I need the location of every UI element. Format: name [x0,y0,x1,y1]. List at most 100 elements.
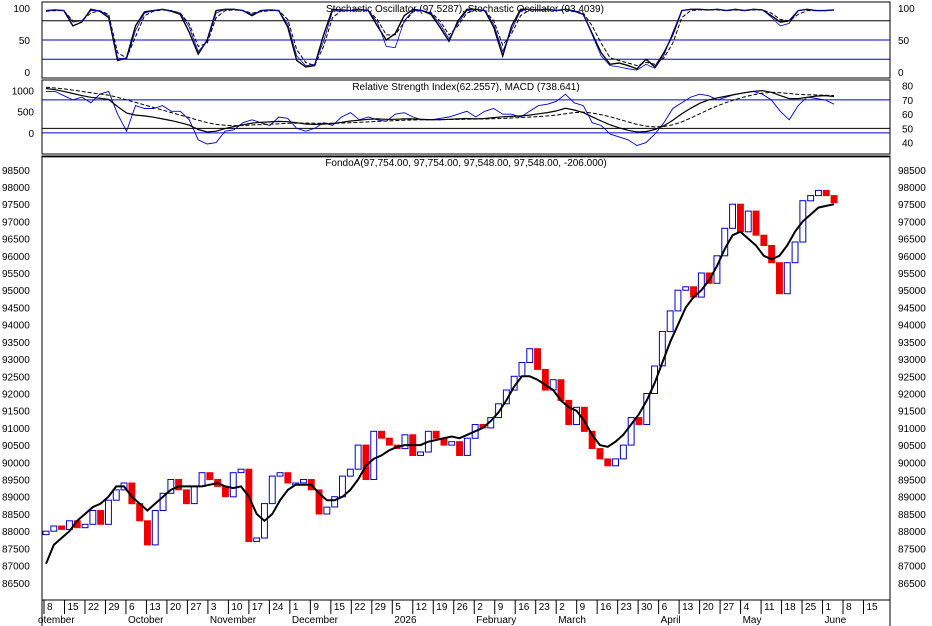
price-right-tick: 86500 [898,579,926,590]
price-bar-up [112,489,120,501]
month-label: November [210,615,257,626]
price-bar-down [97,510,105,525]
price-left-tick: 86500 [2,579,30,590]
price-bar-up [697,272,705,298]
rsi-macd-frame [41,79,891,155]
price-bar-down [245,468,253,543]
price-right-tick: 87500 [898,544,926,555]
price-bar-up [323,506,331,515]
price-right-tick: 97500 [898,200,926,211]
price-bar-down [284,472,292,484]
date-tick-label: 29 [108,602,120,613]
rsi-right-tick: 40 [902,139,914,150]
price-right-tick: 88500 [898,510,926,521]
price-bar-up [807,195,815,202]
price-right-tick: 98000 [898,183,926,194]
month-label: December [292,615,339,626]
price-right-tick: 89000 [898,493,926,504]
macd-signal-line [45,86,835,128]
stochastic-left-tick: 50 [19,36,31,47]
date-tick-label: 22 [88,602,100,613]
stochastic-series-line [45,8,835,71]
stochastic-panel: Stochastic Oscillator (97.5287), Stochas… [13,1,915,79]
month-label: October [128,615,164,626]
date-tick-label: 22 [354,602,366,613]
price-right-tick: 94000 [898,321,926,332]
date-tick-label: 4 [744,602,750,613]
price-left-tick: 90000 [2,458,30,469]
price-bar-up [666,310,674,333]
price-left-tick: 96000 [2,252,30,263]
date-tick-label: 6 [129,602,135,613]
price-left-tick: 88500 [2,510,30,521]
date-tick-label: 2 [477,602,483,613]
price-bar-up [253,537,261,542]
price-bar-up [619,444,627,460]
price-left-tick: 93500 [2,338,30,349]
price-bar-up [268,475,276,505]
price-bar-up [151,510,159,546]
price-left-tick: 88000 [2,527,30,538]
price-bar-up [401,434,409,450]
price-bar-up [783,262,791,295]
stochastic-title: Stochastic Oscillator (97.5287), Stochas… [326,4,604,15]
date-tick-label: 1 [826,602,832,613]
price-bar-up [627,417,635,446]
price-bar-up [229,472,237,498]
month-label: June [825,615,847,626]
rsi-right-tick: 80 [902,82,914,93]
price-left-tick: 90500 [2,441,30,452]
price-bar-up [89,510,97,525]
price-left-tick: 95000 [2,286,30,297]
price-bar-up [643,393,651,425]
price-bar-down [175,479,183,491]
price-left-tick: 91500 [2,407,30,418]
date-tick-label: 16 [600,602,612,613]
date-tick-label: 11 [764,602,775,613]
price-bar-down [183,489,190,505]
price-bar-down [822,189,830,197]
price-left-tick: 89000 [2,493,30,504]
date-tick-label: 23 [539,602,551,613]
stochastic-series-line [45,8,835,70]
price-bar-up [105,499,112,525]
price-left-tick: 98000 [2,183,30,194]
price-bar-up [331,496,339,508]
price-left-tick: 94000 [2,321,30,332]
price-bar-down [604,458,612,467]
price-bar-down [456,441,464,457]
price-frame [41,155,891,601]
price-bar-up [612,458,619,467]
date-tick-label: 25 [805,602,817,613]
price-bar-up [167,479,175,494]
price-panel: FondoA(97,754.00, 97,754.00, 97,548.00, … [2,155,926,601]
price-left-tick: 93000 [2,355,30,366]
stochastic-series-line [45,9,835,67]
price-bar-up [370,430,378,480]
price-bar-up [42,530,50,536]
rsi-macd-title: Relative Strength Index(62.2557), MACD (… [352,82,579,93]
date-tick-label: 17 [252,602,264,613]
price-bar-down [760,234,768,246]
price-bar-up [682,286,690,291]
price-bar-down [206,472,214,481]
date-axis: 8 15 22 29 6 13 20 27 3 10 17 24 1 9 15 22 29 5 12 19 26 2 9 16… [38,600,891,626]
date-tick-label: 1 [293,602,299,613]
price-bar-up [815,189,822,197]
price-bar-up [237,468,245,474]
price-left-tick: 87500 [2,544,30,555]
month-label: otember [38,615,75,626]
date-tick-label: 9 [498,602,504,613]
price-bar-down [830,195,838,204]
month-label: May [743,615,762,626]
price-bar-down [541,368,549,391]
date-tick-label: 20 [703,602,715,613]
rsi-right-tick: 70 [902,96,914,107]
date-tick-label: 15 [334,602,346,613]
price-left-tick: 97000 [2,217,30,228]
price-left-tick: 91000 [2,424,30,435]
date-tick-label: 9 [580,602,586,613]
price-bar-up [81,523,89,529]
stochastic-right-tick: 100 [898,4,915,15]
